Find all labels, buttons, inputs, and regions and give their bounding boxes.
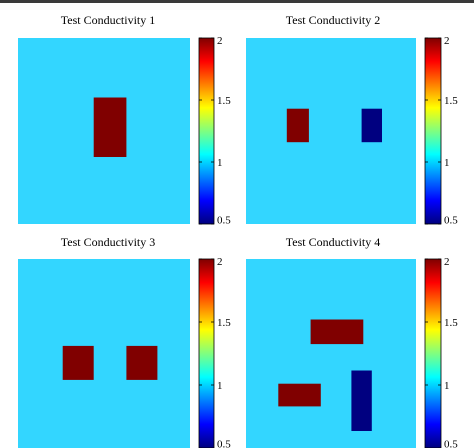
colorbar-tick-label: 1 <box>444 380 450 392</box>
background-field <box>246 38 416 224</box>
colorbar-tick-label: 0.5 <box>444 439 458 448</box>
colorbar-tick-label: 1 <box>217 157 223 169</box>
panel-1: Test Conductivity 1 2 1.5 1 0.5 <box>18 13 231 227</box>
colorbar-tick-label: 1.5 <box>444 317 458 329</box>
panel-title: Test Conductivity 4 <box>286 235 381 249</box>
inclusion-1 <box>62 345 94 380</box>
window-top-border <box>0 0 474 3</box>
inclusion-2 <box>361 108 382 143</box>
background-field <box>246 259 416 448</box>
panel-title: Test Conductivity 1 <box>61 13 156 27</box>
background-field <box>18 259 190 448</box>
colorbar-tick-label: 1 <box>444 157 450 169</box>
inclusion-2 <box>278 383 321 407</box>
panel-title: Test Conductivity 2 <box>286 13 381 27</box>
inclusion-2 <box>126 345 158 380</box>
inclusion-1 <box>93 97 127 157</box>
inclusion-1 <box>286 108 309 143</box>
colorbar-tick-label: 2 <box>444 256 450 268</box>
colorbar-tick-label: 2 <box>217 256 223 268</box>
colorbar-tick-label: 2 <box>217 35 223 47</box>
colorbar <box>198 37 215 225</box>
inclusion-1 <box>310 319 364 345</box>
colorbar-tick-label: 1.5 <box>444 95 458 107</box>
inclusion-3 <box>351 370 372 431</box>
colorbar-tick-label: 1 <box>217 380 223 392</box>
colorbar-tick-label: 1.5 <box>217 95 231 107</box>
colorbar-tick-label: 0.5 <box>444 215 458 227</box>
panel-title: Test Conductivity 3 <box>61 235 156 249</box>
colorbar-tick-label: 0.5 <box>217 439 231 448</box>
panel-3: Test Conductivity 3 2 1.5 1 0.5 <box>18 235 231 448</box>
colorbar <box>424 258 442 448</box>
panel-2: Test Conductivity 2 2 1.5 1 0.5 <box>246 13 458 227</box>
colorbar-tick-label: 2 <box>444 35 450 47</box>
colorbar-tick-label: 0.5 <box>217 215 231 227</box>
colorbar <box>198 258 215 448</box>
panel-4: Test Conductivity 4 2 1.5 1 0.5 <box>246 235 458 448</box>
colorbar <box>424 37 442 225</box>
colorbar-tick-label: 1.5 <box>217 317 231 329</box>
